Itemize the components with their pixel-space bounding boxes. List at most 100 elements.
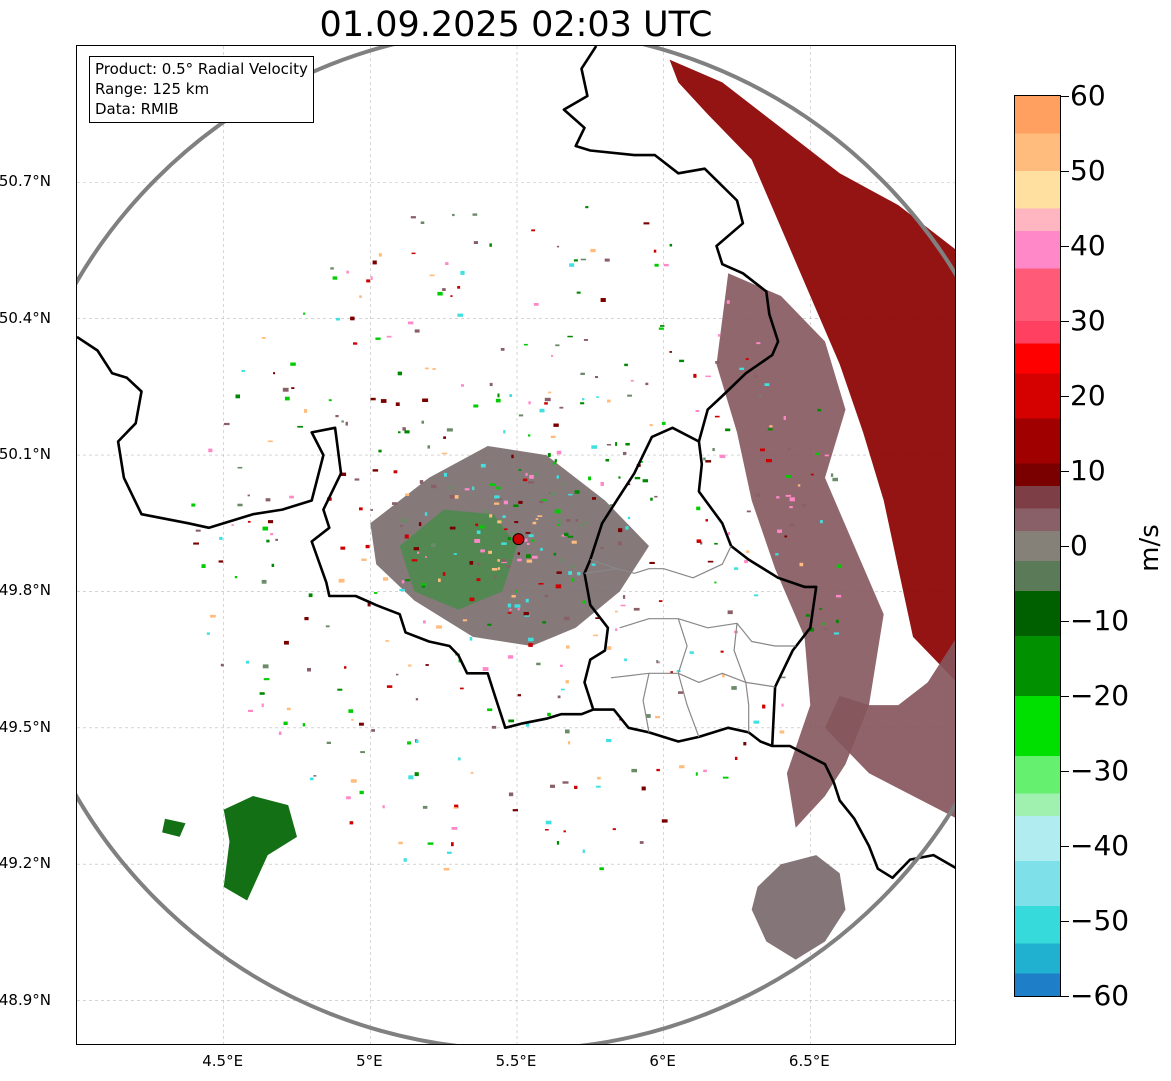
echo-speckle	[592, 497, 596, 500]
echo-speckle	[407, 741, 411, 745]
echo-speckle	[509, 394, 513, 397]
echo-speckle	[606, 646, 612, 650]
echo-speckle	[386, 335, 392, 338]
echo-speckle	[502, 515, 506, 518]
echo-speckle	[366, 279, 371, 283]
echo-speckle	[425, 556, 427, 558]
echo-speckle	[385, 640, 389, 642]
echo-speckle	[528, 643, 533, 647]
echo-speckle	[524, 614, 530, 617]
colorbar-tick-label: 50	[1070, 154, 1106, 187]
echo-speckle	[552, 462, 557, 465]
echo-speckle	[510, 531, 515, 535]
echo-speckle	[443, 436, 446, 439]
echo-speckle	[550, 491, 557, 496]
echo-south-east-band	[825, 640, 955, 818]
echo-speckle	[424, 512, 428, 516]
echo-speckle	[507, 603, 512, 608]
echo-speckle	[472, 486, 475, 491]
echo-speckle	[489, 483, 496, 486]
echo-speckle	[270, 533, 274, 536]
echo-speckle	[338, 578, 345, 583]
colorbar-unit-label: m/s	[1135, 524, 1165, 572]
echo-speckle	[679, 359, 685, 363]
echo-speckle	[560, 558, 565, 562]
echo-speckle	[639, 461, 643, 463]
echo-speckle	[371, 729, 375, 732]
lon-tick-label: 4.5°E	[202, 1052, 244, 1070]
echo-speckle	[262, 526, 268, 531]
echo-speckle	[565, 729, 570, 734]
echo-speckle	[820, 520, 823, 524]
echo-speckle	[528, 401, 531, 405]
echo-speckle	[670, 671, 673, 674]
echo-eastern-band-receding	[669, 59, 955, 681]
colorbar-tick-mark	[1060, 96, 1069, 97]
echo-speckle	[538, 500, 544, 504]
echo-speckle	[817, 408, 821, 412]
echo-speckle	[526, 542, 530, 545]
echo-speckle	[525, 723, 530, 727]
echo-speckle	[630, 379, 634, 382]
echo-speckle	[705, 519, 708, 522]
echo-speckle	[627, 516, 631, 520]
echo-speckle	[717, 334, 721, 337]
echo-speckle	[506, 565, 511, 568]
echo-speckle	[441, 452, 448, 455]
echo-speckle	[431, 484, 437, 489]
echo-speckle	[656, 661, 661, 664]
echo-speckle	[446, 428, 453, 432]
info-data-source: Data: RMIB	[95, 100, 179, 118]
echo-speckle	[346, 270, 349, 274]
echo-speckle	[554, 459, 557, 463]
echo-speckle	[326, 741, 331, 744]
echo-speckle	[340, 546, 346, 550]
echo-speckle	[779, 730, 785, 734]
colorbar-band	[1015, 816, 1060, 862]
echo-speckle	[451, 842, 454, 847]
echo-speckle	[555, 584, 562, 589]
echo-speckle	[767, 428, 773, 431]
echo-speckle	[663, 263, 669, 267]
echo-speckle	[278, 731, 282, 735]
echo-speckle	[438, 578, 441, 582]
echo-speckle	[408, 775, 414, 780]
echo-speckle	[605, 459, 610, 462]
echo-speckle	[517, 608, 520, 611]
echo-speckle	[360, 751, 365, 754]
echo-speckle	[500, 348, 505, 351]
colorbar-tick-label: −30	[1070, 754, 1130, 787]
echo-speckle	[693, 373, 697, 378]
echo-speckle	[544, 402, 548, 405]
echo-speckle	[525, 532, 531, 534]
echo-speckle	[650, 497, 653, 501]
echo-speckle	[482, 667, 489, 671]
echo-speckle	[836, 619, 839, 624]
echo-speckle	[703, 769, 707, 773]
echo-speckle	[705, 375, 711, 378]
echo-speckle	[497, 520, 502, 524]
echo-speckle	[275, 538, 278, 541]
lon-tick-label: 5.5°E	[495, 1052, 537, 1070]
colorbar-tick-mark	[1060, 546, 1069, 547]
echo-speckle	[553, 552, 557, 556]
echo-speckle	[304, 617, 309, 621]
colorbar-tick-label: 0	[1070, 529, 1088, 562]
colorbar-band	[1015, 696, 1060, 757]
echo-speckle	[786, 475, 791, 478]
echo-speckle	[313, 775, 317, 777]
echo-speckle	[513, 504, 519, 507]
echo-speckle	[585, 521, 589, 525]
echo-speckle	[819, 608, 823, 610]
echo-speckle	[282, 387, 289, 392]
echo-speckle	[496, 486, 501, 490]
lon-tick-label: 6.5°E	[788, 1052, 830, 1070]
echo-speckle	[656, 768, 660, 772]
echo-speckle	[208, 448, 213, 453]
echo-speckle	[522, 478, 528, 482]
echo-speckle	[457, 313, 463, 317]
echo-speckle	[785, 494, 791, 497]
colorbar-tick-label: 20	[1070, 379, 1106, 412]
lat-tick-label: 49.5°N	[0, 717, 51, 736]
echo-speckle	[567, 535, 574, 538]
